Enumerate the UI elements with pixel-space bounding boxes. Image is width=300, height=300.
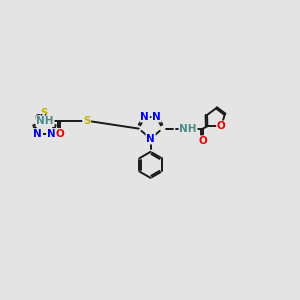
Text: NH: NH [36, 116, 54, 126]
Text: O: O [199, 136, 207, 146]
Text: N: N [146, 134, 155, 144]
Text: CH₃: CH₃ [35, 114, 52, 123]
Text: N: N [152, 112, 161, 122]
Text: N: N [47, 129, 56, 139]
Text: N: N [140, 112, 149, 122]
Text: N: N [34, 129, 42, 139]
Text: S: S [83, 116, 90, 126]
Text: NH: NH [179, 124, 197, 134]
Text: S: S [41, 108, 48, 118]
Text: O: O [217, 121, 226, 131]
Text: O: O [56, 129, 64, 139]
